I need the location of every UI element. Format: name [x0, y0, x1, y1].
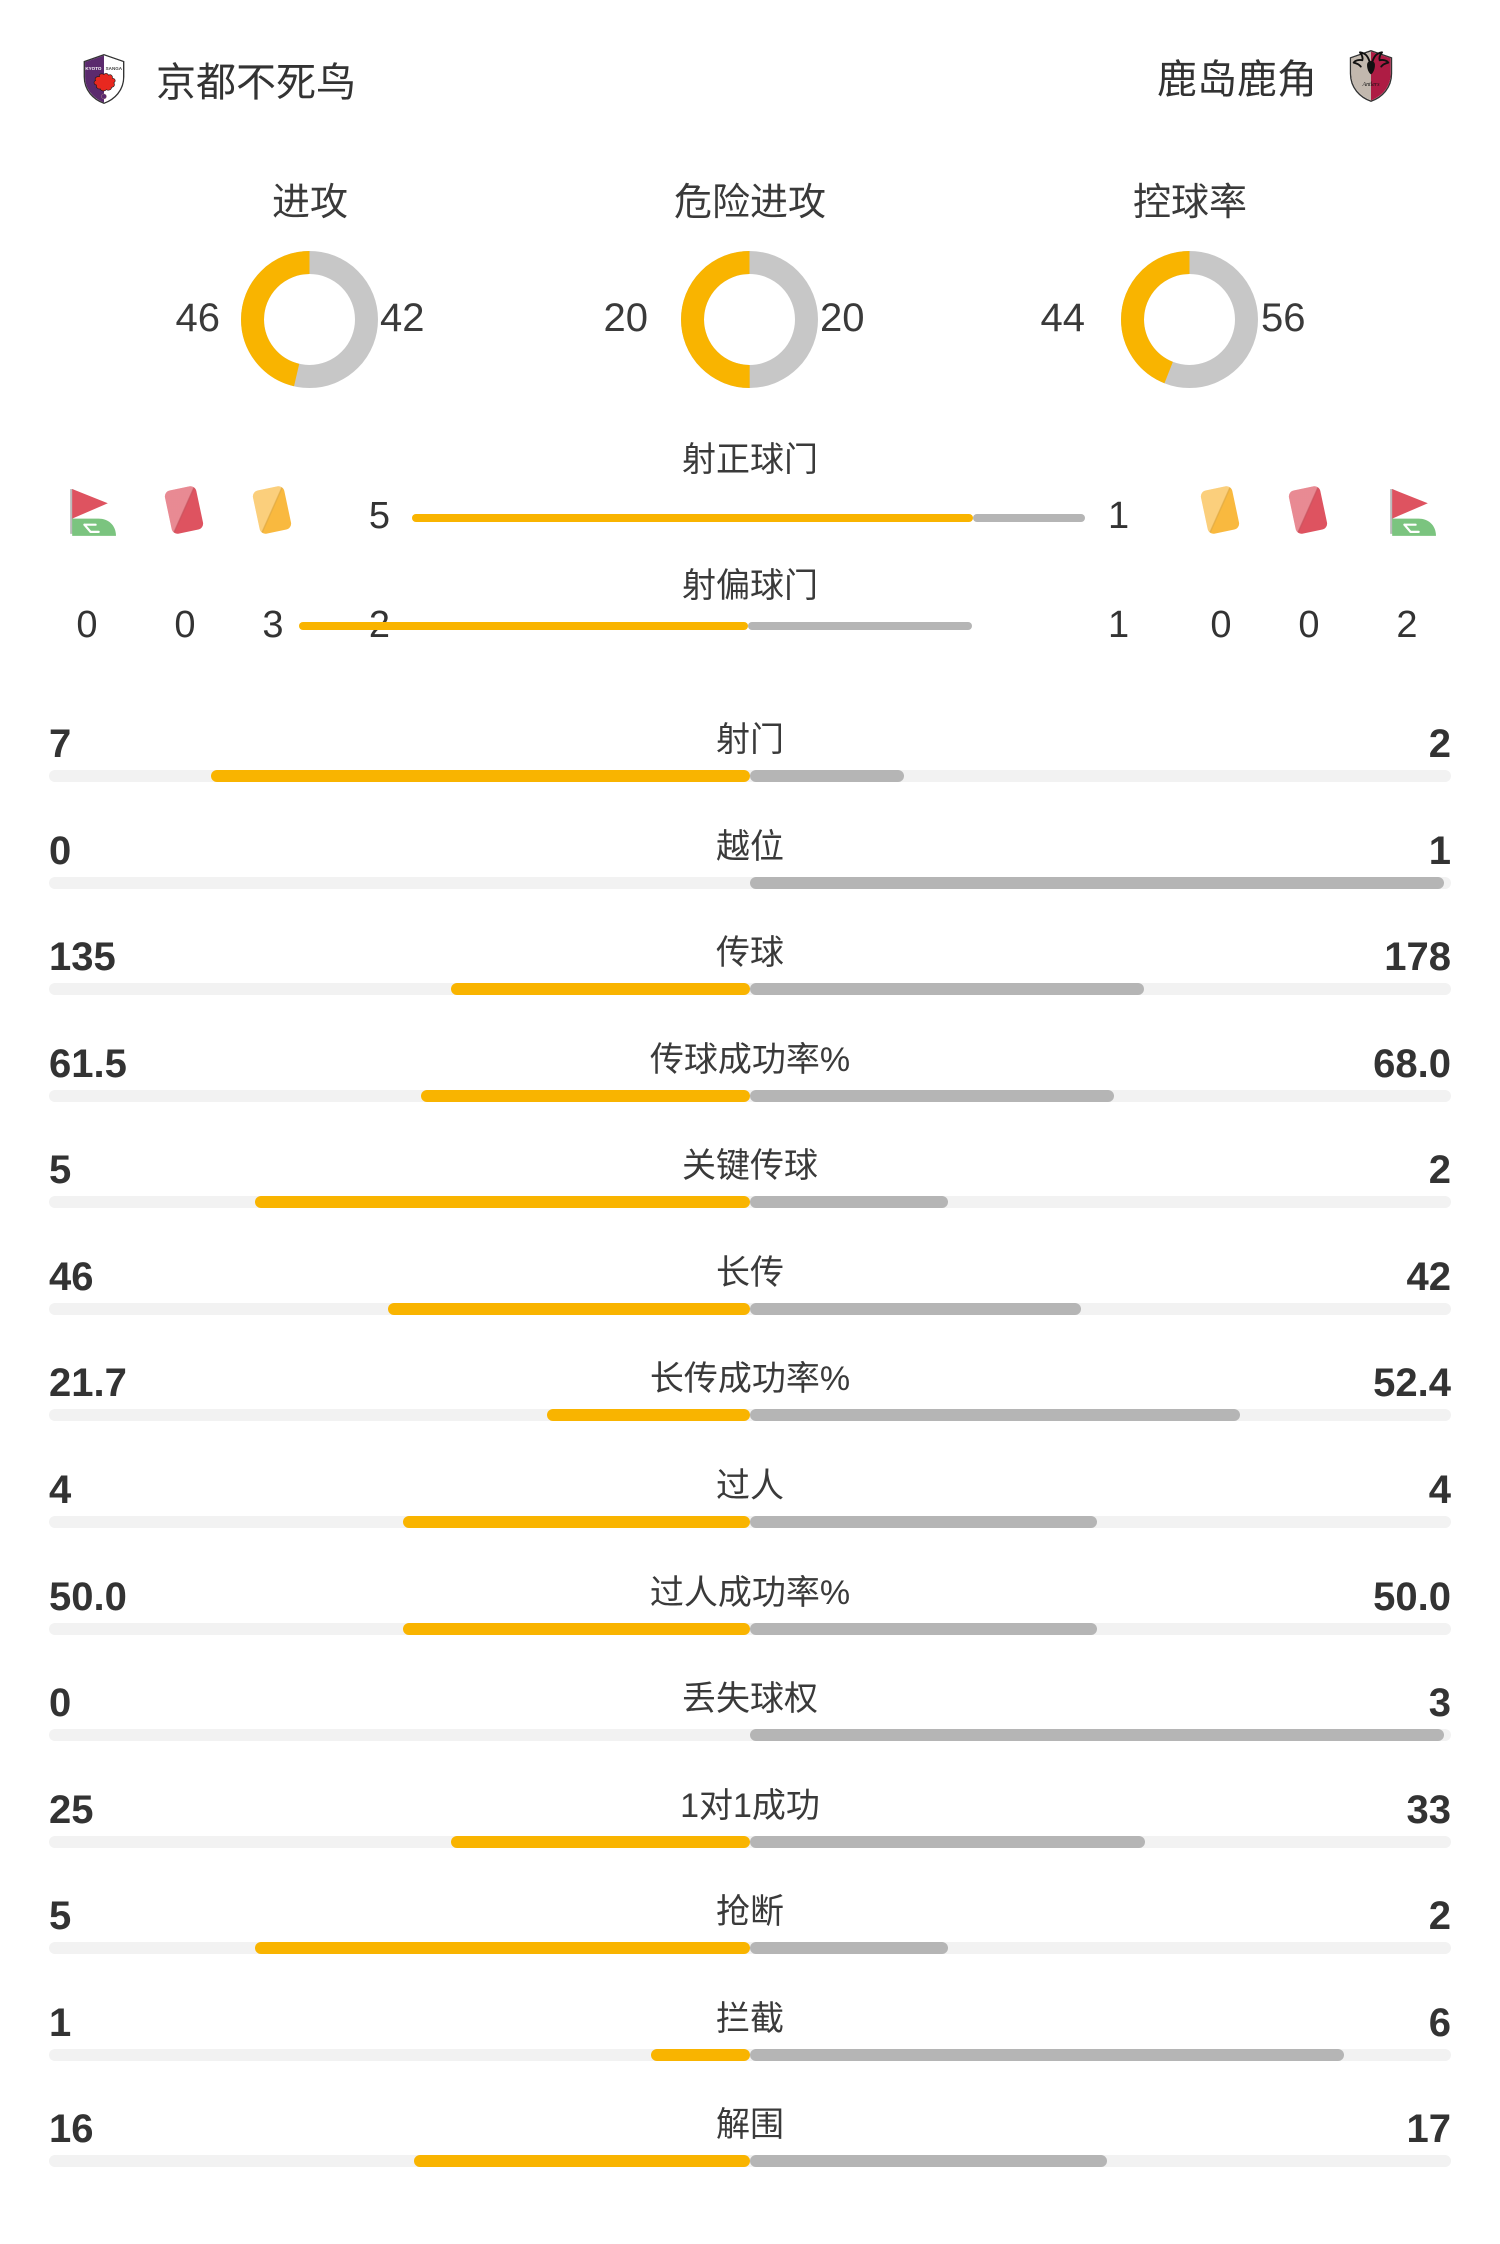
svg-text:KYOTO: KYOTO — [85, 66, 102, 71]
svg-text:SANGA: SANGA — [106, 66, 123, 71]
svg-text:Antlers: Antlers — [1361, 82, 1380, 88]
